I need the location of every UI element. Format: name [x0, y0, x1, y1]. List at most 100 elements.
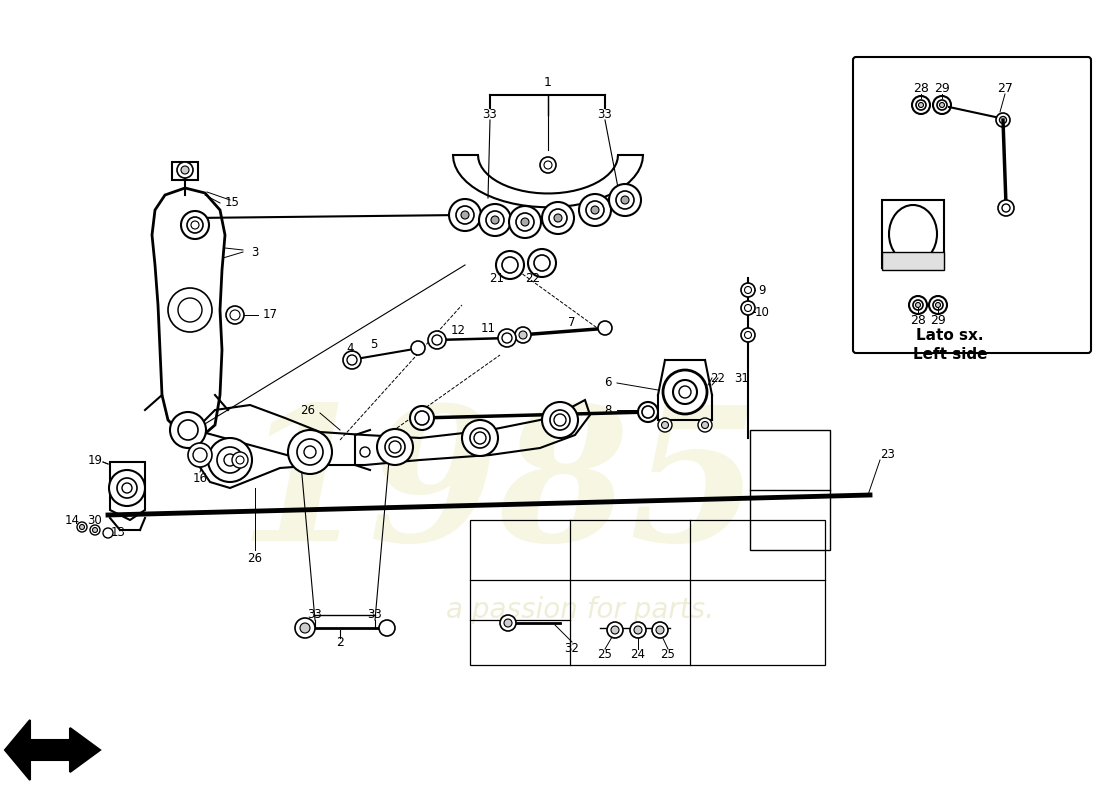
Text: 6: 6 — [604, 377, 612, 390]
Text: 33: 33 — [367, 609, 383, 622]
Circle shape — [500, 615, 516, 631]
Text: 33: 33 — [597, 109, 613, 122]
Circle shape — [226, 306, 244, 324]
Text: 16: 16 — [192, 471, 208, 485]
Circle shape — [579, 194, 610, 226]
Circle shape — [432, 335, 442, 345]
Text: 23: 23 — [881, 449, 895, 462]
Circle shape — [192, 448, 207, 462]
Circle shape — [554, 414, 566, 426]
Circle shape — [516, 213, 534, 231]
Text: 3: 3 — [251, 246, 258, 258]
Circle shape — [379, 620, 395, 636]
Circle shape — [909, 296, 927, 314]
Circle shape — [177, 162, 192, 178]
Text: 9: 9 — [758, 283, 766, 297]
Circle shape — [182, 166, 189, 174]
Text: Lato sx.
Left side: Lato sx. Left side — [913, 328, 988, 362]
Circle shape — [673, 380, 697, 404]
FancyBboxPatch shape — [852, 57, 1091, 353]
Text: 27: 27 — [997, 82, 1013, 94]
Circle shape — [642, 406, 654, 418]
Text: 28: 28 — [910, 314, 926, 326]
Circle shape — [411, 341, 425, 355]
Text: 22: 22 — [526, 271, 540, 285]
Circle shape — [304, 446, 316, 458]
Circle shape — [702, 422, 708, 429]
Circle shape — [745, 305, 751, 311]
Circle shape — [462, 420, 498, 456]
Circle shape — [79, 525, 85, 530]
Text: 32: 32 — [564, 642, 580, 654]
Circle shape — [939, 102, 945, 107]
Circle shape — [937, 100, 947, 110]
Circle shape — [178, 420, 198, 440]
Circle shape — [912, 96, 930, 114]
Polygon shape — [6, 720, 100, 780]
Circle shape — [377, 429, 412, 465]
Circle shape — [528, 249, 556, 277]
Circle shape — [630, 622, 646, 638]
Text: 21: 21 — [490, 271, 505, 285]
Circle shape — [515, 327, 531, 343]
Circle shape — [410, 406, 435, 430]
Circle shape — [449, 199, 481, 231]
Text: 25: 25 — [661, 649, 675, 662]
Circle shape — [217, 447, 243, 473]
Circle shape — [109, 470, 145, 506]
Text: 30: 30 — [88, 514, 102, 526]
Bar — [882, 200, 944, 268]
Circle shape — [178, 298, 202, 322]
Circle shape — [542, 202, 574, 234]
Text: 31: 31 — [735, 371, 749, 385]
Circle shape — [486, 211, 504, 229]
Circle shape — [170, 412, 206, 448]
Circle shape — [389, 441, 402, 453]
Circle shape — [591, 206, 600, 214]
Text: 11: 11 — [481, 322, 495, 334]
Circle shape — [288, 430, 332, 474]
Circle shape — [491, 216, 499, 224]
Circle shape — [77, 522, 87, 532]
Circle shape — [616, 191, 634, 209]
Text: 19: 19 — [88, 454, 102, 466]
Bar — [470, 520, 825, 665]
Circle shape — [621, 196, 629, 204]
Circle shape — [461, 211, 469, 219]
Text: 14: 14 — [65, 514, 79, 526]
Circle shape — [90, 525, 100, 535]
Text: 1: 1 — [544, 77, 552, 90]
Circle shape — [550, 410, 570, 430]
Circle shape — [658, 418, 672, 432]
Circle shape — [343, 351, 361, 369]
Text: 29: 29 — [934, 82, 950, 94]
Circle shape — [741, 283, 755, 297]
Circle shape — [638, 402, 658, 422]
Circle shape — [534, 255, 550, 271]
Text: 26: 26 — [248, 551, 263, 565]
Circle shape — [598, 321, 612, 335]
Circle shape — [297, 439, 323, 465]
Circle shape — [913, 300, 923, 310]
Circle shape — [745, 331, 751, 338]
Circle shape — [504, 619, 512, 627]
Text: 26: 26 — [300, 403, 316, 417]
Circle shape — [933, 96, 952, 114]
Text: a passion for parts.: a passion for parts. — [446, 596, 714, 624]
Ellipse shape — [889, 205, 937, 263]
Circle shape — [509, 206, 541, 238]
Circle shape — [187, 217, 204, 233]
Text: 28: 28 — [913, 82, 928, 94]
Text: 33: 33 — [483, 109, 497, 122]
Circle shape — [609, 184, 641, 216]
Circle shape — [224, 454, 236, 466]
Text: 15: 15 — [224, 197, 240, 210]
Circle shape — [933, 300, 943, 310]
Circle shape — [661, 422, 669, 429]
Circle shape — [502, 333, 512, 343]
Circle shape — [360, 447, 370, 457]
Circle shape — [679, 386, 691, 398]
Circle shape — [385, 437, 405, 457]
Circle shape — [741, 301, 755, 315]
Circle shape — [230, 310, 240, 320]
